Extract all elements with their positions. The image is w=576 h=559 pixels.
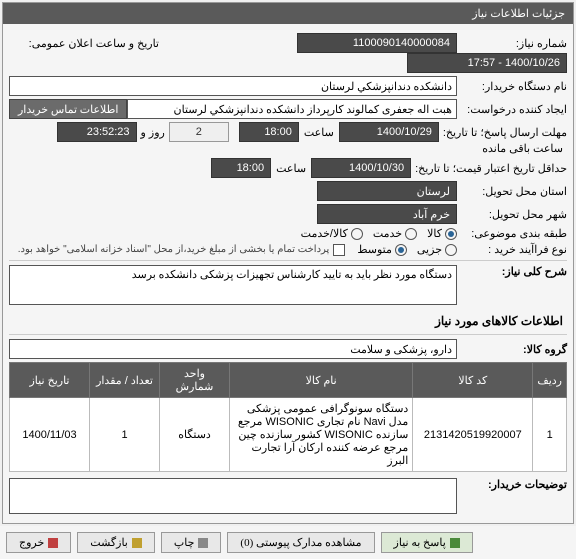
category-label: طبقه بندی موضوعی:: [457, 227, 567, 240]
print-icon: [198, 538, 208, 548]
radio-dot: [445, 228, 457, 240]
table-header: ردیف: [533, 363, 567, 398]
radio-option[interactable]: کالا: [427, 227, 457, 240]
deadline-label: مهلت ارسال پاسخ؛ تا تاریخ:: [439, 126, 567, 139]
table-header: کد کالا: [413, 363, 533, 398]
province-value: لرستان: [317, 181, 457, 201]
deadline-time: 18:00: [239, 122, 299, 142]
attachments-button[interactable]: مشاهده مدارک پیوستی (0): [227, 532, 374, 553]
city-value: خرم آباد: [317, 204, 457, 224]
remain-label: ساعت باقی مانده: [482, 142, 567, 155]
print-label: چاپ: [174, 536, 195, 549]
process-label: نوع فراآیند خرید :: [457, 243, 567, 256]
table-cell: 1: [90, 398, 160, 472]
row-buyer: نام دستگاه خریدار:: [9, 76, 567, 96]
group-input[interactable]: [9, 339, 457, 359]
row-process: نوع فراآیند خرید : جزیی متوسط پرداخت تمام…: [9, 243, 567, 256]
back-icon: [132, 538, 142, 548]
radio-option[interactable]: کالا/خدمت: [301, 227, 363, 240]
table-row[interactable]: 12131420519920007دستگاه سونوگرافی عمومی …: [10, 398, 567, 472]
panel-body: شماره نیاز: 1100090140000084 تاریخ و ساع…: [3, 24, 573, 523]
radio-label: کالا/خدمت: [301, 227, 348, 240]
attachments-label: مشاهده مدارک پیوستی (0): [240, 536, 361, 549]
treasury-checkbox[interactable]: [333, 244, 345, 256]
radio-option[interactable]: جزیی: [417, 243, 457, 256]
radio-label: جزیی: [417, 243, 442, 256]
table-header: نام کالا: [230, 363, 413, 398]
panel-title: جزئیات اطلاعات نیاز: [3, 3, 573, 24]
province-label: استان محل تحویل:: [457, 185, 567, 198]
reply-icon: [450, 538, 460, 548]
valid-date: 1400/10/30: [311, 158, 411, 178]
pub-date-value: 1400/10/26 - 17:57: [407, 53, 567, 73]
respond-button[interactable]: پاسخ به نیاز: [381, 532, 473, 553]
radio-dot: [445, 244, 457, 256]
desc-title: شرح کلی نیاز:: [457, 265, 567, 278]
table-cell: دستگاه: [160, 398, 230, 472]
valid-time: 18:00: [211, 158, 271, 178]
table-cell: دستگاه سونوگرافی عمومی پزشکی مدل Navi نا…: [230, 398, 413, 472]
exit-button[interactable]: خروج: [6, 532, 71, 553]
remain-time: 23:52:23: [57, 122, 137, 142]
table-cell: 1: [533, 398, 567, 472]
row-buyer-notes: توضیحات خریدار:: [9, 478, 567, 514]
radio-label: کالا: [427, 227, 442, 240]
table-cell: 1400/11/03: [10, 398, 90, 472]
table-header: تاریخ نیاز: [10, 363, 90, 398]
row-description: شرح کلی نیاز:: [9, 265, 567, 305]
radio-option[interactable]: خدمت: [373, 227, 417, 240]
desc-textarea[interactable]: [9, 265, 457, 305]
radio-option[interactable]: متوسط: [357, 243, 407, 256]
deadline-time-label: ساعت: [299, 126, 339, 139]
process-radios: جزیی متوسط: [357, 243, 457, 256]
exit-icon: [48, 538, 58, 548]
row-city: شهر محل تحویل: خرم آباد: [9, 204, 567, 224]
deadline-date: 1400/10/29: [339, 122, 439, 142]
pub-date-label: تاریخ و ساعت اعلان عمومی:: [9, 37, 159, 50]
goods-section-title: اطلاعات کالاهای مورد نیاز: [9, 308, 567, 330]
row-price-validity: حداقل تاریخ اعتبار قیمت؛ تا تاریخ: 1400/…: [9, 158, 567, 178]
category-radios: کالا خدمت کالا/خدمت: [301, 227, 457, 240]
contact-info-button[interactable]: اطلاعات تماس خریدار: [9, 99, 127, 119]
need-details-panel: جزئیات اطلاعات نیاز شماره نیاز: 11000901…: [2, 2, 574, 524]
buyer-notes-label: توضیحات خریدار:: [457, 478, 567, 491]
buyer-label: نام دستگاه خریدار:: [457, 80, 567, 93]
need-no-label: شماره نیاز:: [457, 37, 567, 50]
footer-bar: پاسخ به نیاز مشاهده مدارک پیوستی (0) چاپ…: [0, 526, 576, 559]
group-label: گروه کالا:: [457, 343, 567, 356]
back-button[interactable]: بازگشت: [77, 532, 155, 553]
deadline-days: 2: [169, 122, 229, 142]
requester-input[interactable]: [127, 99, 457, 119]
requester-label: ایجاد کننده درخواست:: [457, 103, 567, 116]
valid-time-label: ساعت: [271, 162, 311, 175]
days-label: روز و: [137, 126, 169, 139]
table-cell: 2131420519920007: [413, 398, 533, 472]
buyer-notes-textarea[interactable]: [9, 478, 457, 514]
row-requester: ایجاد کننده درخواست: اطلاعات تماس خریدار: [9, 99, 567, 119]
radio-dot: [405, 228, 417, 240]
row-deadline: مهلت ارسال پاسخ؛ تا تاریخ: 1400/10/29 سا…: [9, 122, 567, 155]
row-province: استان محل تحویل: لرستان: [9, 181, 567, 201]
table-header: تعداد / مقدار: [90, 363, 160, 398]
print-button[interactable]: چاپ: [161, 532, 222, 553]
need-no-value: 1100090140000084: [297, 33, 457, 53]
buyer-input[interactable]: [9, 76, 457, 96]
exit-label: خروج: [19, 536, 44, 549]
row-category: طبقه بندی موضوعی: کالا خدمت کالا/خدمت: [9, 227, 567, 240]
radio-label: خدمت: [373, 227, 402, 240]
valid-label: حداقل تاریخ اعتبار قیمت؛ تا تاریخ:: [411, 162, 567, 175]
goods-table: ردیفکد کالانام کالاواحد شمارشتعداد / مقد…: [9, 362, 567, 472]
treasury-note: پرداخت تمام یا بخشی از مبلغ خرید،از محل …: [18, 244, 334, 255]
radio-dot: [351, 228, 363, 240]
radio-label: متوسط: [357, 243, 392, 256]
table-header: واحد شمارش: [160, 363, 230, 398]
radio-dot: [395, 244, 407, 256]
respond-label: پاسخ به نیاز: [394, 536, 446, 549]
row-need-number: شماره نیاز: 1100090140000084 تاریخ و ساع…: [9, 33, 567, 73]
city-label: شهر محل تحویل:: [457, 208, 567, 221]
back-label: بازگشت: [90, 536, 128, 549]
row-group: گروه کالا:: [9, 339, 567, 359]
